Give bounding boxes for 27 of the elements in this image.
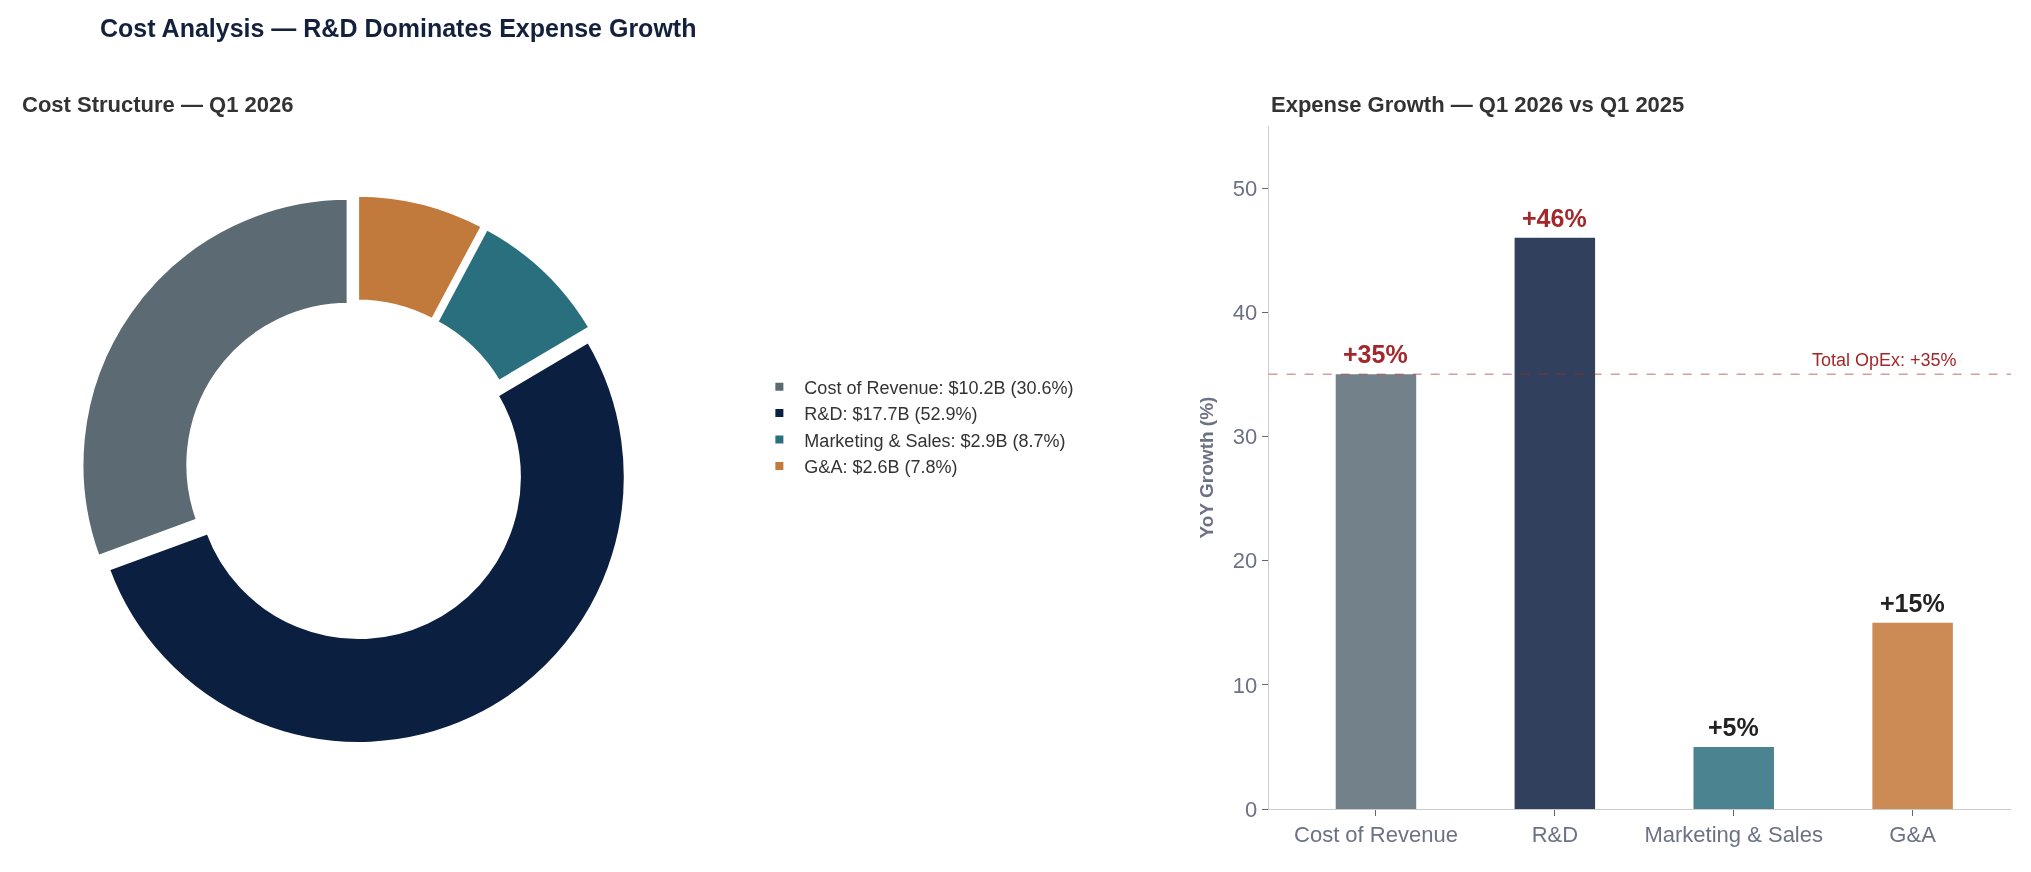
y-tick-label: 20 [1232, 548, 1258, 574]
x-tick-label: Cost of Revenue [1294, 822, 1458, 848]
bar [1514, 237, 1596, 809]
y-axis-title: YoY Growth (%) [1195, 396, 1217, 539]
x-tick-label: R&D [1531, 822, 1579, 848]
y-tick-label: 50 [1232, 175, 1258, 201]
legend-label: G&A: $2.6B (7.8%) [804, 456, 958, 477]
chart-title: Expense Growth — Q1 2026 vs Q1 2025 [1271, 92, 1685, 117]
data-label: +46% [1522, 204, 1587, 232]
data-label: +5% [1708, 713, 1759, 741]
legend-label: Cost of Revenue: $10.2B (30.6%) [804, 377, 1074, 398]
chart-subtitle: Cost Structure — Q1 2026 [22, 92, 294, 117]
legend-label: Marketing & Sales: $2.9B (8.7%) [804, 430, 1066, 451]
bar [1693, 746, 1774, 809]
data-label: +15% [1880, 589, 1945, 617]
y-tick-label: 0 [1244, 796, 1258, 822]
legend-label: R&D: $17.7B (52.9%) [804, 404, 978, 425]
chart-title: Cost Analysis — R&D Dominates Expense Growth [100, 14, 697, 42]
bar [1872, 622, 1953, 809]
ref-line-label: Total OpEx: +35% [1812, 350, 1957, 370]
y-tick-label: 10 [1232, 672, 1258, 698]
data-label: +35% [1343, 340, 1408, 368]
y-tick-label: 40 [1232, 299, 1258, 325]
x-tick-label: G&A [1889, 822, 1937, 848]
y-tick-label: 30 [1232, 424, 1258, 450]
bar [1335, 374, 1417, 809]
x-tick-label: Marketing & Sales [1644, 822, 1823, 848]
